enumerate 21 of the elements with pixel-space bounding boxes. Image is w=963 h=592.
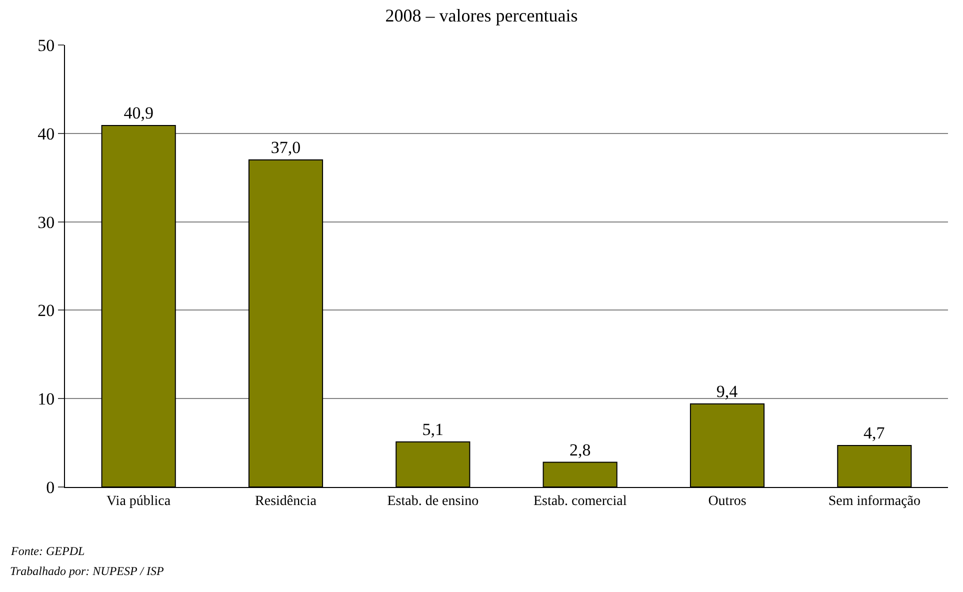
x-tick-label: Sem informação xyxy=(828,494,920,509)
x-tick-label: Estab. comercial xyxy=(533,494,627,509)
text: Trabalhado por: NUPESP / ISP xyxy=(10,564,164,578)
y-tick-label: 30 xyxy=(38,212,55,232)
source-note: Fonte: GEPDL xyxy=(10,544,85,558)
data-label: 5,1 xyxy=(422,420,444,439)
x-tick-label: Residência xyxy=(255,494,318,509)
data-label: 40,9 xyxy=(124,103,154,122)
x-tick-label: Outros xyxy=(708,494,746,509)
data-label: 37,0 xyxy=(270,138,301,157)
data-label: 9,4 xyxy=(716,382,738,401)
chart-title: 2008 – valores percentuais xyxy=(385,5,578,26)
y-tick-label: 40 xyxy=(38,124,55,144)
y-tick-label: 10 xyxy=(38,390,55,409)
x-tick-label: Estab. de ensino xyxy=(387,494,479,509)
y-tick-label: 0 xyxy=(46,478,55,497)
data-label: 2,8 xyxy=(569,440,591,460)
data-label: 4,7 xyxy=(864,423,886,442)
y-tick-label: 50 xyxy=(38,36,55,55)
y-tick-label: 20 xyxy=(38,301,55,320)
x-tick-label: Via pública xyxy=(106,494,172,509)
